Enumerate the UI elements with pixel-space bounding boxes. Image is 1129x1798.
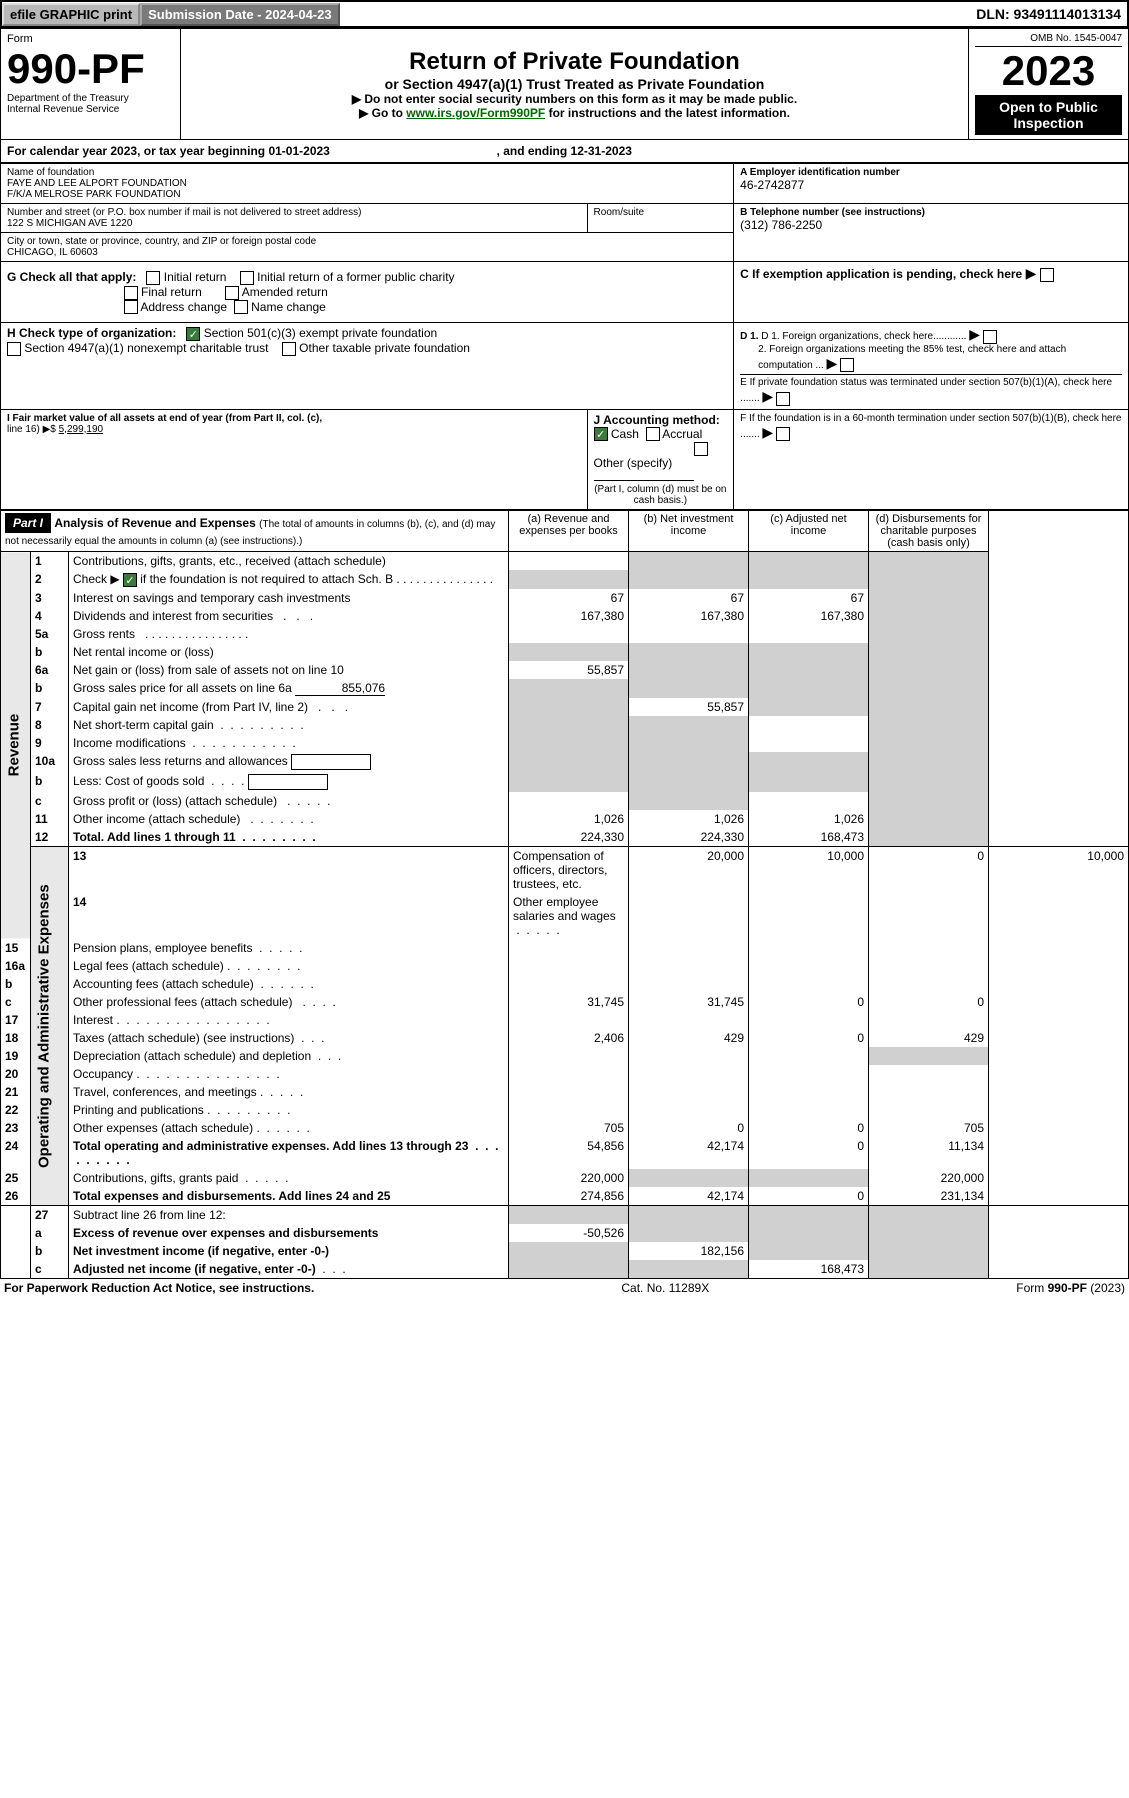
- check-c[interactable]: [1040, 268, 1054, 282]
- g-label: G Check all that apply:: [7, 270, 136, 284]
- phone: (312) 786-2250: [740, 218, 1122, 232]
- j-label: J Accounting method:: [594, 413, 720, 427]
- form-footer: Form 990-PF (2023): [1016, 1281, 1125, 1295]
- form-label: Form: [7, 33, 174, 45]
- page-footer: For Paperwork Reduction Act Notice, see …: [0, 1279, 1129, 1297]
- form-title: Return of Private Foundation: [187, 48, 962, 76]
- phone-label: B Telephone number (see instructions): [740, 207, 1122, 218]
- goto-note: ▶ Go to www.irs.gov/Form990PF for instru…: [187, 106, 962, 120]
- fmv-value: 5,299,190: [59, 424, 104, 435]
- street-address: 122 S MICHIGAN AVE 1220: [7, 218, 581, 229]
- top-bar: efile GRAPHIC print Submission Date - 20…: [0, 0, 1129, 28]
- omb: OMB No. 1545-0047: [975, 33, 1122, 47]
- line6b-val: 855,076: [295, 681, 385, 696]
- submission-date: Submission Date - 2024-04-23: [140, 3, 340, 26]
- ein: 46-2742877: [740, 178, 1122, 192]
- part1-label: Part I: [5, 513, 51, 533]
- c-label: C If exemption application is pending, c…: [740, 267, 1022, 281]
- open-public: Open to Public Inspection: [975, 95, 1122, 135]
- check-d1[interactable]: [983, 330, 997, 344]
- check-4947[interactable]: [7, 342, 21, 356]
- check-cash[interactable]: [594, 427, 608, 441]
- ssn-note: ▶ Do not enter social security numbers o…: [187, 92, 962, 106]
- dept-treasury: Department of the Treasury: [7, 93, 174, 104]
- calendar-year: For calendar year 2023, or tax year begi…: [0, 140, 1129, 163]
- form-number: 990-PF: [7, 45, 174, 93]
- check-initial-former[interactable]: [240, 271, 254, 285]
- revenue-label: Revenue: [1, 552, 31, 939]
- part1-title: Analysis of Revenue and Expenses: [54, 516, 255, 530]
- check-name[interactable]: [234, 300, 248, 314]
- col-c-hdr: (c) Adjusted net income: [749, 511, 869, 552]
- col-d-hdr: (d) Disbursements for charitable purpose…: [869, 511, 989, 552]
- check-d2[interactable]: [840, 358, 854, 372]
- cat-no: Cat. No. 11289X: [621, 1281, 709, 1295]
- check-e[interactable]: [776, 392, 790, 406]
- d1-label: D 1. Foreign organizations, check here..…: [761, 331, 966, 342]
- e-label: E If private foundation status was termi…: [740, 377, 1112, 404]
- check-501c3[interactable]: [186, 327, 200, 341]
- irs-link[interactable]: www.irs.gov/Form990PF: [406, 106, 545, 120]
- efile-button[interactable]: efile GRAPHIC print: [2, 3, 140, 26]
- check-address[interactable]: [124, 300, 138, 314]
- ein-label: A Employer identification number: [740, 167, 1122, 178]
- foundation-name1: FAYE AND LEE ALPORT FOUNDATION: [7, 178, 727, 189]
- i-label: I Fair market value of all assets at end…: [7, 413, 581, 424]
- check-other-tax[interactable]: [282, 342, 296, 356]
- col-a-hdr: (a) Revenue and expenses per books: [509, 511, 629, 552]
- d2-label: 2. Foreign organizations meeting the 85%…: [758, 344, 1066, 371]
- j-note: (Part I, column (d) must be on cash basi…: [594, 484, 728, 506]
- check-initial[interactable]: [146, 271, 160, 285]
- check-final[interactable]: [124, 286, 138, 300]
- check-other-method[interactable]: [694, 442, 708, 456]
- form-subtitle: or Section 4947(a)(1) Trust Treated as P…: [187, 76, 962, 92]
- irs: Internal Revenue Service: [7, 104, 174, 115]
- city-label: City or town, state or province, country…: [7, 236, 727, 247]
- dln: DLN: 93491114013134: [970, 4, 1127, 24]
- entity-block: Name of foundation FAYE AND LEE ALPORT F…: [0, 163, 1129, 510]
- h-label: H Check type of organization:: [7, 326, 176, 340]
- check-f[interactable]: [776, 427, 790, 441]
- tax-year: 2023: [975, 47, 1122, 95]
- form-header: Form 990-PF Department of the Treasury I…: [0, 28, 1129, 140]
- name-label: Name of foundation: [7, 167, 727, 178]
- foundation-name2: F/K/A MELROSE PARK FOUNDATION: [7, 189, 727, 200]
- f-label: F If the foundation is in a 60-month ter…: [740, 413, 1121, 440]
- city: CHICAGO, IL 60603: [7, 247, 727, 258]
- check-amended[interactable]: [225, 286, 239, 300]
- col-b-hdr: (b) Net investment income: [629, 511, 749, 552]
- part1-table: Part I Analysis of Revenue and Expenses …: [0, 510, 1129, 1279]
- paperwork-notice: For Paperwork Reduction Act Notice, see …: [4, 1281, 314, 1295]
- room-label: Room/suite: [594, 207, 728, 218]
- expenses-label: Operating and Administrative Expenses: [31, 847, 69, 1206]
- check-schb[interactable]: [123, 573, 137, 587]
- addr-label: Number and street (or P.O. box number if…: [7, 207, 581, 218]
- check-accrual[interactable]: [646, 427, 660, 441]
